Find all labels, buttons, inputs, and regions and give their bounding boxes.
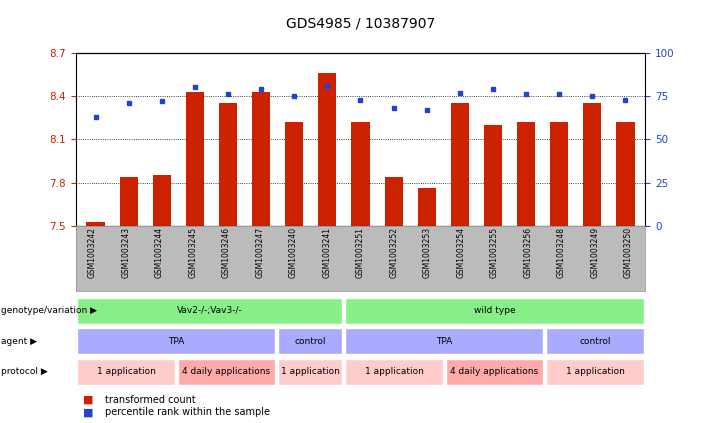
Bar <box>345 359 443 385</box>
Text: GSM1003247: GSM1003247 <box>255 227 265 278</box>
Bar <box>616 122 634 226</box>
Text: 1 application: 1 application <box>280 367 340 376</box>
Text: GSM1003246: GSM1003246 <box>222 227 231 278</box>
Bar <box>77 298 342 324</box>
Bar <box>318 73 337 226</box>
Text: 1 application: 1 application <box>97 367 156 376</box>
Text: GSM1003255: GSM1003255 <box>490 227 499 278</box>
Text: GSM1003256: GSM1003256 <box>523 227 533 278</box>
Text: GSM1003248: GSM1003248 <box>557 227 566 278</box>
Text: GDS4985 / 10387907: GDS4985 / 10387907 <box>286 16 435 30</box>
Bar <box>517 122 535 226</box>
Bar <box>583 103 601 226</box>
Text: 1 application: 1 application <box>365 367 423 376</box>
Text: GSM1003253: GSM1003253 <box>423 227 432 278</box>
Text: GSM1003245: GSM1003245 <box>188 227 198 278</box>
Bar <box>77 328 275 354</box>
Text: GSM1003240: GSM1003240 <box>289 227 298 278</box>
Text: TPA: TPA <box>436 337 452 346</box>
Bar <box>550 122 568 226</box>
Text: GSM1003242: GSM1003242 <box>88 227 97 278</box>
Bar <box>178 359 275 385</box>
Bar <box>120 177 138 226</box>
Bar <box>417 188 435 226</box>
Bar <box>87 222 105 226</box>
Text: GSM1003250: GSM1003250 <box>624 227 633 278</box>
Text: ■: ■ <box>83 407 94 417</box>
Text: GSM1003254: GSM1003254 <box>456 227 466 278</box>
Text: GSM1003251: GSM1003251 <box>356 227 365 278</box>
Text: genotype/variation ▶: genotype/variation ▶ <box>1 306 97 316</box>
Text: GSM1003249: GSM1003249 <box>590 227 600 278</box>
Text: 1 application: 1 application <box>565 367 624 376</box>
Bar <box>345 328 543 354</box>
Text: agent ▶: agent ▶ <box>1 337 37 346</box>
Bar <box>451 103 469 226</box>
Bar <box>547 359 644 385</box>
Text: control: control <box>579 337 611 346</box>
Bar <box>286 122 304 226</box>
Text: wild type: wild type <box>474 306 516 316</box>
Bar <box>219 103 237 226</box>
Bar <box>351 122 370 226</box>
Text: GSM1003243: GSM1003243 <box>121 227 131 278</box>
Text: percentile rank within the sample: percentile rank within the sample <box>105 407 270 417</box>
Bar <box>77 359 174 385</box>
Bar <box>547 328 644 354</box>
Bar <box>186 92 204 226</box>
Text: GSM1003252: GSM1003252 <box>389 227 399 278</box>
Text: GSM1003244: GSM1003244 <box>155 227 164 278</box>
Bar <box>484 125 502 226</box>
Text: TPA: TPA <box>168 337 185 346</box>
Text: transformed count: transformed count <box>105 395 195 405</box>
Bar <box>153 176 171 226</box>
Bar <box>252 92 270 226</box>
Text: Vav2-/-;Vav3-/-: Vav2-/-;Vav3-/- <box>177 306 242 316</box>
Text: GSM1003241: GSM1003241 <box>322 227 332 278</box>
Bar <box>446 359 543 385</box>
Bar <box>345 298 644 324</box>
Bar <box>384 177 403 226</box>
Bar <box>278 359 342 385</box>
Text: control: control <box>294 337 326 346</box>
Text: 4 daily applications: 4 daily applications <box>182 367 270 376</box>
Text: 4 daily applications: 4 daily applications <box>451 367 539 376</box>
Text: ■: ■ <box>83 395 94 405</box>
Bar <box>278 328 342 354</box>
Text: protocol ▶: protocol ▶ <box>1 367 48 376</box>
